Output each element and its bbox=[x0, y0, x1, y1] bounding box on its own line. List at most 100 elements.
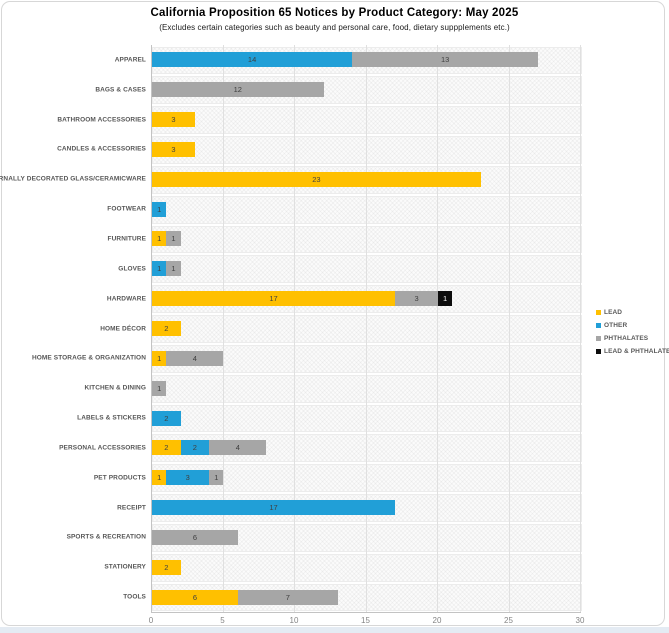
bar-segment-lead[interactable]: 3 bbox=[152, 141, 195, 157]
category-label: PERSONAL ACCESSORIES bbox=[59, 444, 146, 452]
bar-segment-phthalates[interactable]: 6 bbox=[152, 529, 238, 545]
plot-row-band bbox=[152, 553, 582, 582]
bar-row-footwear: 1 bbox=[152, 201, 167, 217]
bar-segment-other[interactable]: 14 bbox=[152, 52, 353, 68]
bar-segment-other[interactable]: 17 bbox=[152, 500, 396, 516]
x-tick-label: 5 bbox=[220, 616, 225, 625]
bar-row-candles-accessories: 3 bbox=[152, 141, 195, 157]
legend: LEAD OTHER PHTHALATES LEAD & PHTHALATES bbox=[596, 306, 669, 358]
bar-segment-lead[interactable]: 17 bbox=[152, 291, 396, 307]
gridline bbox=[294, 45, 295, 612]
bar-segment-lead[interactable]: 2 bbox=[152, 559, 181, 575]
category-label: RECEIPT bbox=[117, 504, 146, 512]
category-label: STATIONERY bbox=[104, 563, 146, 571]
category-label: KITCHEN & DINING bbox=[84, 384, 146, 392]
bar-segment-other[interactable]: 2 bbox=[180, 440, 210, 456]
bar-row-bags-cases: 12 bbox=[152, 82, 324, 98]
legend-item-lead-phthalates[interactable]: LEAD & PHTHALATES bbox=[596, 345, 669, 358]
bar-segment-lead[interactable]: 23 bbox=[152, 171, 481, 187]
plot-row-band bbox=[152, 404, 582, 433]
category-label: EXTERNALLY DECORATED GLASS/CERAMICWARE bbox=[0, 175, 146, 183]
plot-row-band bbox=[152, 106, 582, 134]
chart-title: California Proposition 65 Notices by Pro… bbox=[150, 7, 519, 19]
bar-segment-other[interactable]: 3 bbox=[166, 470, 210, 486]
legend-label: LEAD & PHTHALATES bbox=[604, 348, 669, 355]
category-label: TOOLS bbox=[123, 593, 146, 601]
bar-row-home-d-cor: 2 bbox=[152, 321, 181, 336]
legend-label: OTHER bbox=[604, 322, 628, 329]
bar-segment-phthalates[interactable]: 1 bbox=[166, 261, 181, 277]
bar-row-labels-stickers: 2 bbox=[152, 410, 181, 426]
other-swatch-icon bbox=[596, 323, 601, 328]
bar-segment-phthalates[interactable]: 13 bbox=[352, 52, 539, 68]
bar-segment-lead-phthalates[interactable]: 1 bbox=[437, 291, 453, 307]
x-tick-label: 15 bbox=[361, 616, 370, 625]
category-label: HOME DÉCOR bbox=[100, 325, 146, 332]
bar-row-bathroom-accessories: 3 bbox=[152, 112, 195, 128]
bar-segment-phthalates[interactable]: 7 bbox=[237, 589, 338, 605]
bar-row-kitchen-dining: 1 bbox=[152, 380, 167, 396]
bar-row-stationery: 2 bbox=[152, 559, 181, 575]
bar-segment-phthalates[interactable]: 4 bbox=[166, 350, 224, 366]
category-label: FURNITURE bbox=[107, 235, 146, 243]
bar-segment-lead[interactable]: 1 bbox=[152, 350, 167, 366]
bar-segment-lead[interactable]: 2 bbox=[152, 440, 181, 456]
x-tick-label: 25 bbox=[504, 616, 513, 625]
bar-segment-lead[interactable]: 6 bbox=[152, 589, 238, 605]
bar-segment-lead[interactable]: 3 bbox=[152, 112, 195, 128]
plot-row-band bbox=[152, 225, 582, 254]
bar-segment-phthalates[interactable]: 1 bbox=[209, 470, 224, 486]
bar-segment-other[interactable]: 1 bbox=[152, 261, 167, 277]
lead-swatch-icon bbox=[596, 310, 601, 315]
legend-item-lead[interactable]: LEAD bbox=[596, 306, 669, 319]
plot-row-band bbox=[152, 315, 582, 343]
gridline bbox=[580, 45, 581, 612]
y-axis-line bbox=[151, 45, 152, 612]
category-label: HOME STORAGE & ORGANIZATION bbox=[31, 354, 146, 362]
legend-item-phthalates[interactable]: PHTHALATES bbox=[596, 332, 669, 345]
bar-row-hardware: 17 3 1 bbox=[152, 291, 453, 307]
category-label: SPORTS & RECREATION bbox=[66, 533, 146, 541]
category-label: BATHROOM ACCESSORIES bbox=[57, 116, 146, 124]
bar-segment-other[interactable]: 2 bbox=[152, 410, 181, 426]
bar-segment-phthalates[interactable]: 1 bbox=[152, 380, 167, 396]
plot-row-band bbox=[152, 165, 582, 194]
chart-subtitle: (Excludes certain categories such as bea… bbox=[159, 23, 510, 32]
gridline bbox=[222, 45, 224, 612]
bar-segment-phthalates[interactable]: 12 bbox=[152, 82, 324, 98]
category-label: LABELS & STICKERS bbox=[77, 414, 146, 422]
bar-segment-lead[interactable]: 1 bbox=[152, 470, 167, 486]
category-label: FOOTWEAR bbox=[107, 205, 146, 213]
bar-segment-phthalates[interactable]: 4 bbox=[209, 440, 267, 456]
bar-row-receipt: 17 bbox=[152, 500, 396, 516]
bar-segment-lead[interactable]: 2 bbox=[152, 321, 181, 336]
bar-segment-phthalates[interactable]: 3 bbox=[395, 291, 438, 307]
plot-row-band bbox=[152, 523, 582, 552]
category-label: CANDLES & ACCESSORIES bbox=[57, 145, 146, 153]
gridline bbox=[365, 45, 367, 612]
plot-row-band bbox=[152, 344, 582, 373]
plot-row-band bbox=[152, 255, 582, 284]
bar-segment-phthalates[interactable]: 1 bbox=[166, 231, 181, 247]
legend-item-other[interactable]: OTHER bbox=[596, 319, 669, 332]
legend-label: PHTHALATES bbox=[604, 335, 649, 342]
category-label: HARDWARE bbox=[106, 295, 146, 303]
x-tick-label: 20 bbox=[432, 616, 442, 625]
category-label: APPAREL bbox=[114, 56, 146, 64]
window-edge-strip bbox=[0, 627, 669, 633]
plot-row-band bbox=[152, 76, 582, 105]
plot-row-band bbox=[152, 195, 582, 224]
bar-segment-lead[interactable]: 1 bbox=[152, 231, 167, 247]
phthalates-swatch-icon bbox=[596, 336, 601, 341]
x-tick-label: 10 bbox=[289, 616, 299, 625]
bar-row-externally-decorated-glass-ceramicware: 23 bbox=[152, 171, 481, 187]
category-label: PET PRODUCTS bbox=[93, 474, 146, 482]
bar-segment-other[interactable]: 1 bbox=[152, 201, 167, 217]
